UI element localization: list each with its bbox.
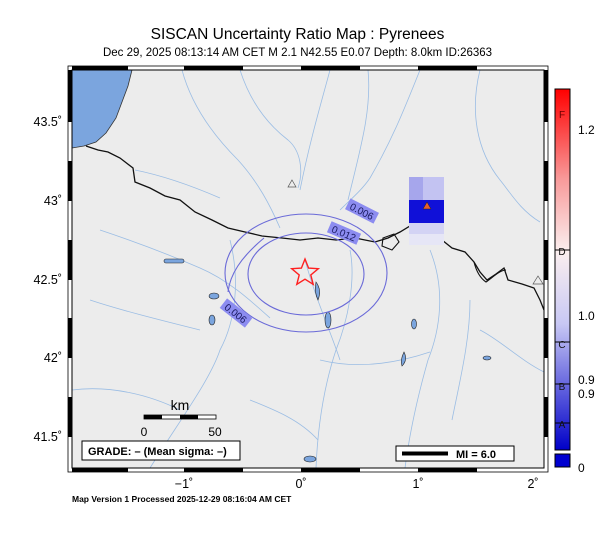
lon-tick: 0˚: [295, 477, 306, 491]
svg-text:GRADE: – (Mean sigma: –): GRADE: – (Mean sigma: –): [88, 446, 227, 458]
map-area: 0.006 0.012 0.006 km 0 50 GRADE: – (Mean…: [72, 70, 544, 468]
lat-axis: 43.5˚ 43˚ 42.5˚ 42˚ 41.5˚: [34, 115, 63, 444]
map-title: SISCAN Uncertainty Ratio Map : Pyrenees: [150, 26, 445, 43]
uncertainty-grid: [409, 177, 444, 245]
reservoirs: [163, 258, 492, 463]
lon-tick: 1˚: [412, 477, 423, 491]
lat-tick: 43˚: [44, 194, 62, 208]
colorbar-value-label: 0: [578, 461, 585, 475]
scale-bar: km 0 50: [141, 397, 222, 439]
colorbar-grade-label: C: [558, 340, 565, 351]
lat-tick: 42.5˚: [34, 273, 63, 287]
svg-text:MI = 6.0: MI = 6.0: [456, 449, 496, 461]
colorbar-grade-label: A: [559, 420, 566, 431]
lon-tick: −1˚: [175, 477, 193, 491]
svg-text:km: km: [171, 397, 190, 413]
colorbar-grade-label: B: [559, 382, 566, 393]
epicenter-star-icon: [289, 257, 321, 286]
lon-axis: −1˚ 0˚ 1˚ 2˚: [175, 477, 539, 491]
colorbar-grade-label: D: [558, 247, 565, 258]
colorbar: F D C B A 1.2 1.0 0.9 0.9 0: [554, 88, 595, 475]
lat-tick: 43.5˚: [34, 115, 63, 129]
uncertainty-contours: [224, 213, 388, 333]
mi-legend: MI = 6.0: [395, 445, 515, 462]
colorbar-value-label: 1.2: [578, 123, 595, 137]
colorbar-grade-label: F: [559, 110, 565, 121]
colorbar-value-label: 1.0: [578, 309, 595, 323]
andorra-border: [381, 233, 400, 251]
colorbar-value-label: 0.9: [578, 373, 595, 387]
lon-tick: 2˚: [527, 477, 538, 491]
footer-note: Map Version 1 Processed 2025-12-29 08:16…: [72, 494, 292, 504]
lat-tick: 41.5˚: [34, 430, 63, 444]
station-icon: [422, 201, 432, 210]
coast-east: [473, 261, 507, 283]
station-icon: [532, 275, 544, 285]
lat-tick: 42˚: [44, 351, 62, 365]
grade-box: GRADE: – (Mean sigma: –): [81, 440, 241, 461]
station-icon: [287, 179, 297, 188]
colorbar-value-label: 0.9: [578, 387, 595, 401]
svg-text:50: 50: [208, 425, 222, 439]
svg-text:0: 0: [141, 425, 148, 439]
map-frame: [67, 65, 549, 473]
map-subtitle: Dec 29, 2025 08:13:14 AM CET M 2.1 N42.5…: [102, 47, 493, 59]
bay-of-biscay: [72, 70, 133, 149]
